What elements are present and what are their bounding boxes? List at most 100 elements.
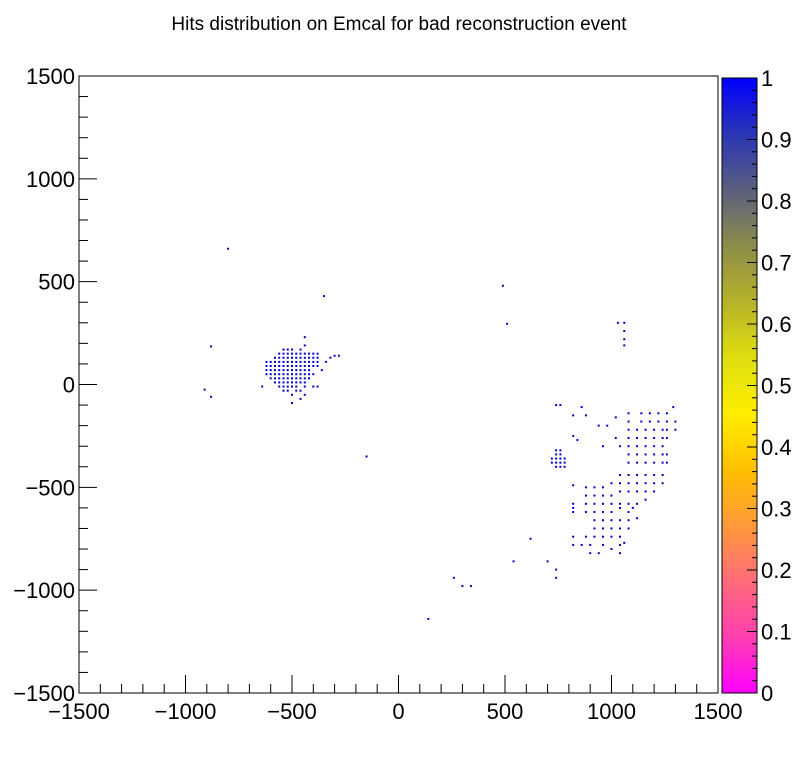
y-tick-label: −1000 [13, 578, 75, 603]
data-point [286, 364, 289, 367]
data-points [203, 247, 677, 620]
data-point [627, 445, 630, 448]
y-tick-label: −500 [25, 475, 75, 500]
data-point [265, 360, 268, 363]
data-point [601, 494, 604, 497]
data-point [295, 377, 298, 380]
data-point [601, 486, 604, 489]
data-point [627, 527, 630, 530]
data-point [269, 369, 272, 372]
data-point [506, 322, 509, 325]
data-point [653, 436, 656, 439]
data-point [286, 356, 289, 359]
data-point [593, 535, 596, 538]
data-point [273, 377, 276, 380]
data-point [644, 461, 647, 464]
data-point [563, 465, 566, 468]
data-point [601, 519, 604, 522]
data-point [627, 502, 630, 505]
data-point [291, 381, 293, 384]
colorbar-tick-label: 0 [761, 681, 773, 706]
data-point [661, 436, 664, 439]
data-point [550, 461, 553, 464]
data-point [559, 453, 562, 456]
x-axis: −1500 −1000 −500 0 500 1000 1500 [48, 675, 742, 724]
data-point [282, 381, 285, 384]
data-point [584, 502, 587, 505]
data-point [286, 348, 289, 351]
data-point [653, 453, 656, 456]
data-point [269, 364, 272, 367]
data-point [610, 548, 613, 551]
data-point [303, 364, 306, 367]
data-point [555, 461, 558, 464]
data-point [559, 461, 562, 464]
data-point [614, 416, 617, 419]
data-point [295, 360, 298, 363]
data-point [636, 453, 639, 456]
data-point [665, 453, 668, 456]
data-point [563, 457, 566, 460]
data-point [593, 494, 596, 497]
data-point [308, 377, 311, 380]
data-point [273, 360, 276, 363]
data-point [461, 585, 464, 588]
data-point [452, 576, 455, 579]
data-point [640, 420, 643, 423]
data-point [653, 482, 656, 485]
y-axis: 1500 1000 500 0 −500 −1000 −1500 [13, 64, 97, 706]
data-point [631, 506, 634, 509]
colorbar-tick-label: 1 [761, 66, 773, 91]
data-point [291, 348, 293, 351]
data-point [286, 369, 289, 372]
data-point [333, 354, 336, 357]
data-point [636, 428, 639, 431]
data-point [644, 473, 647, 476]
data-point [661, 461, 664, 464]
data-point [648, 412, 651, 415]
data-point [661, 453, 664, 456]
data-point [282, 356, 285, 359]
data-point [636, 473, 639, 476]
data-point [295, 369, 298, 372]
data-point [619, 490, 622, 493]
data-point [610, 494, 613, 497]
data-point [303, 373, 306, 376]
data-point [644, 482, 647, 485]
data-point [627, 420, 630, 423]
data-point [644, 490, 647, 493]
data-point [282, 389, 285, 392]
colorbar-tick-label: 0.8 [761, 189, 792, 214]
data-point [636, 490, 639, 493]
data-point [312, 356, 315, 359]
data-point [299, 364, 302, 367]
data-point [674, 428, 677, 431]
data-point [584, 511, 587, 514]
data-point [555, 568, 558, 571]
data-point [303, 385, 306, 388]
plot-frame [78, 75, 719, 694]
data-point [648, 420, 651, 423]
x-tick-label: 0 [392, 699, 404, 724]
data-point [657, 420, 660, 423]
data-point [555, 457, 558, 460]
data-point [644, 498, 647, 501]
data-point [644, 428, 647, 431]
data-point [644, 445, 647, 448]
data-point [627, 482, 630, 485]
data-point [653, 428, 656, 431]
data-point [512, 560, 515, 563]
data-point [312, 373, 315, 376]
data-point [593, 511, 596, 514]
data-point [610, 502, 613, 505]
data-point [299, 369, 302, 372]
data-point [661, 473, 664, 476]
data-point [589, 543, 592, 546]
data-point [572, 535, 575, 538]
data-point [614, 436, 617, 439]
data-point [665, 412, 668, 415]
data-point [559, 457, 562, 460]
data-point [303, 381, 306, 384]
data-point [555, 449, 558, 452]
data-point [295, 373, 298, 376]
